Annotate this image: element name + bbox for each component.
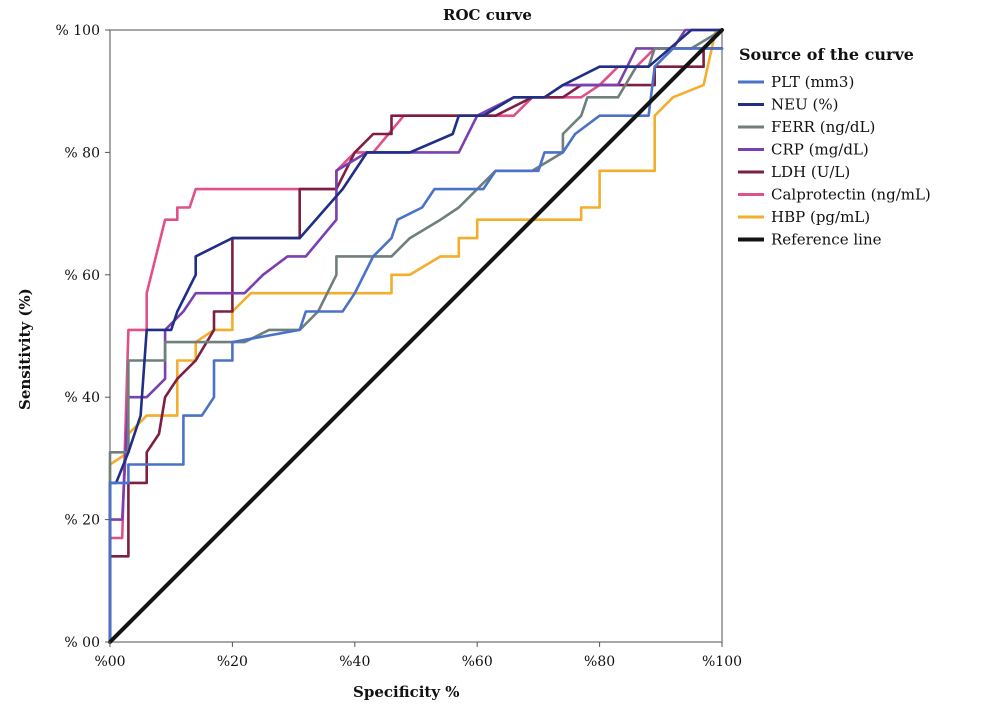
y-tick-label: % 60	[64, 268, 100, 284]
y-tick-label: % 100	[56, 23, 100, 39]
legend-label: CRP (mg/dL)	[771, 141, 869, 159]
legend-label: Reference line	[771, 231, 882, 249]
x-tick-label: %80	[584, 654, 615, 670]
legend-label: Calprotectin (ng/mL)	[771, 186, 931, 204]
legend-title: Source of the curve	[739, 45, 914, 64]
legend-label: PLT (mm3)	[771, 73, 854, 91]
series-line-6	[108, 28, 724, 644]
x-tick-label: %60	[462, 654, 493, 670]
series-line-3	[108, 28, 724, 644]
legend-label: NEU (%)	[771, 96, 838, 114]
y-tick-label: % 00	[64, 635, 100, 651]
legend-label: LDH (U/L)	[771, 163, 850, 181]
legend-label: FERR (ng/dL)	[771, 118, 875, 136]
x-axis-ticks: %00 %20 %40 %60 %80 %100	[94, 642, 742, 670]
chart-title: ROC curve	[443, 6, 532, 24]
series-line-1	[108, 28, 724, 644]
legend-items: PLT (mm3) NEU (%) FERR (ng/dL) CRP (mg/dL) L…	[738, 73, 931, 249]
x-axis-title: Specificity %	[353, 683, 460, 701]
series-line-7	[108, 28, 724, 644]
y-tick-label: % 80	[64, 145, 100, 161]
x-tick-label: %00	[94, 654, 125, 670]
plot-area	[109, 29, 723, 643]
y-tick-label: % 20	[64, 513, 100, 529]
series-layer	[108, 28, 724, 644]
legend-label: HBP (pg/mL)	[771, 208, 870, 226]
y-axis-title: Sensitivity (%)	[16, 288, 34, 410]
series-line-0	[108, 47, 724, 644]
y-tick-label: % 40	[64, 390, 100, 406]
legend: Source of the curve PLT (mm3) NEU (%) FERR…	[738, 45, 931, 249]
series-line-2	[108, 28, 724, 644]
x-tick-label: %20	[217, 654, 248, 670]
x-tick-label: %40	[339, 654, 370, 670]
x-tick-label: %100	[702, 654, 742, 670]
y-axis-ticks: % 00 % 20 % 40 % 60 % 80 % 100	[56, 23, 110, 651]
